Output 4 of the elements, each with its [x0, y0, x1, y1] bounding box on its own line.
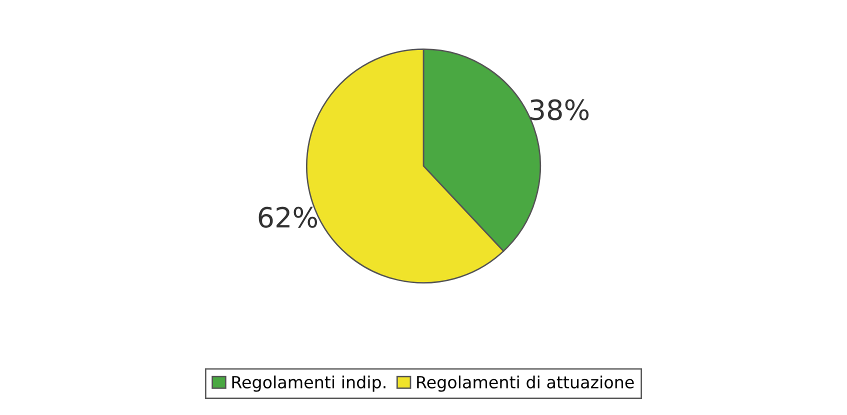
data-label: 62% [258, 206, 318, 228]
legend-label: Regolamenti indip. [232, 376, 386, 392]
data-label: 38% [530, 99, 589, 120]
legend-label: Regolamenti di attuazione [417, 376, 634, 392]
